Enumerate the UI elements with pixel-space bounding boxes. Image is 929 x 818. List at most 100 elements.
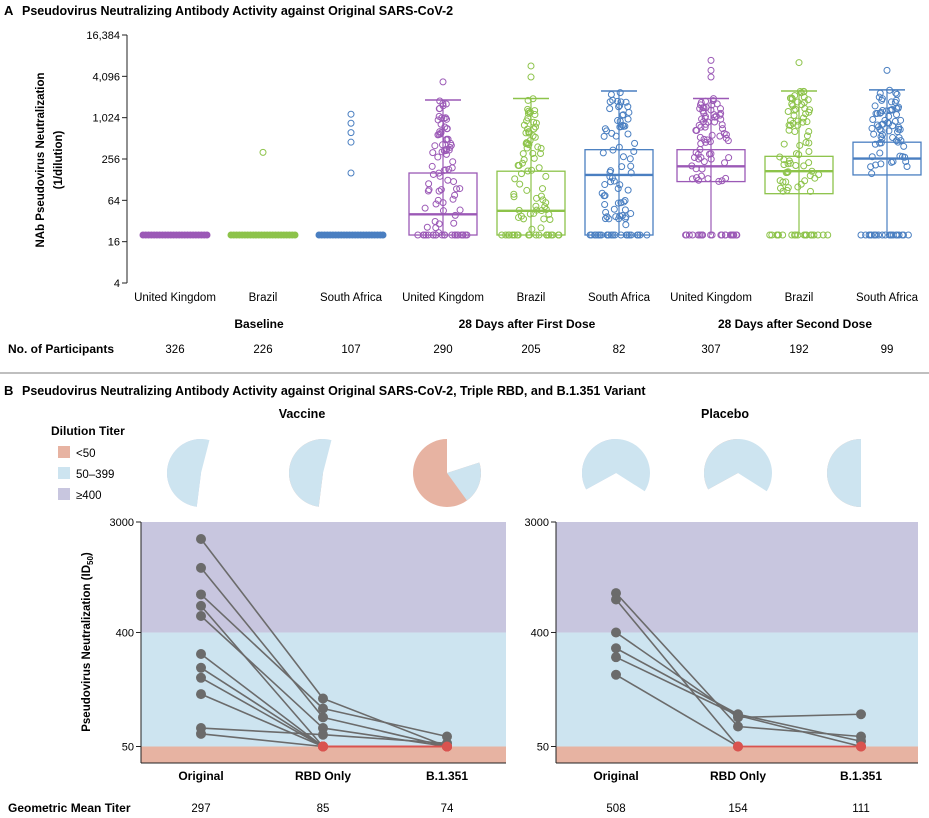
data-point: [696, 105, 704, 113]
series-point: [733, 741, 743, 752]
legend-swatch: [58, 488, 70, 500]
data-point: [456, 185, 464, 193]
data-point: [515, 213, 523, 221]
data-point: [704, 175, 712, 183]
data-point: [869, 115, 877, 123]
series-point: [196, 728, 206, 739]
y-tick-label: 16,384: [86, 30, 120, 42]
data-point: [800, 88, 808, 96]
data-point: [810, 231, 818, 239]
category-label: Brazil: [249, 292, 278, 304]
data-point: [895, 103, 903, 111]
data-point: [786, 159, 794, 167]
data-point: [695, 155, 703, 163]
data-point: [815, 171, 823, 179]
data-point: [803, 132, 811, 140]
data-point: [617, 199, 625, 207]
data-point: [523, 186, 531, 194]
series-line: [615, 598, 739, 748]
ylabel-end: ): [81, 552, 93, 556]
data-point: [530, 154, 538, 162]
category-label: B.1.351: [840, 769, 882, 783]
data-point: [444, 176, 452, 184]
series-line: [737, 713, 862, 743]
outlier-point: [527, 62, 535, 70]
data-point: [449, 158, 457, 166]
data-point: [805, 139, 813, 147]
data-point: [607, 231, 615, 239]
data-point: [524, 167, 532, 175]
panel-a-plot: 4 16 64 256 1,024 4,096 16,384 Baseline United K…: [86, 30, 922, 356]
series-line: [737, 713, 862, 719]
data-point: [539, 196, 547, 204]
data-point: [717, 115, 725, 123]
data-point: [892, 89, 900, 97]
series-point: [318, 729, 328, 740]
legend-item: <50: [58, 446, 96, 460]
data-point: [868, 170, 876, 178]
data-point: [542, 172, 550, 180]
legend-swatch: [58, 467, 70, 479]
data-point: [795, 151, 803, 159]
data-point: [780, 161, 788, 169]
category-label: South Africa: [588, 292, 651, 304]
data-point: [529, 149, 537, 157]
series-point: [611, 669, 621, 680]
data-point: [524, 96, 532, 104]
series-line: [200, 727, 324, 736]
data-point: [525, 129, 533, 137]
data-point: [423, 223, 431, 231]
series-line: [615, 674, 739, 748]
data-point: [524, 140, 532, 148]
data-point: [784, 108, 792, 116]
data-point: [600, 132, 608, 140]
data-point: [866, 231, 874, 239]
data-point: [605, 231, 613, 239]
participant-count: 82: [613, 344, 626, 356]
data-point: [872, 161, 880, 169]
gmt-value: 111: [852, 803, 869, 815]
data-point: [774, 231, 782, 239]
data-point: [529, 95, 537, 103]
data-point: [524, 109, 532, 117]
data-point: [616, 212, 624, 220]
data-point: [802, 138, 810, 146]
data-point: [606, 105, 614, 113]
outlier-point: [347, 110, 355, 118]
y-tick-label: 3000: [110, 517, 134, 529]
data-point: [805, 148, 813, 156]
data-point: [429, 231, 437, 239]
series-point: [196, 600, 206, 611]
series-line: [737, 714, 862, 748]
data-point: [886, 106, 894, 114]
panel-a-letter: A: [4, 3, 14, 18]
data-point: [592, 231, 600, 239]
data-point: [454, 231, 462, 239]
series-point: [856, 741, 866, 752]
box: [764, 155, 834, 195]
data-point: [801, 177, 809, 185]
data-point: [502, 231, 510, 239]
data-point: [625, 108, 633, 116]
data-point: [608, 129, 616, 137]
data-point: [789, 119, 797, 127]
data-point: [596, 231, 604, 239]
data-point: [523, 144, 531, 152]
data-point: [537, 144, 545, 152]
data-point: [871, 140, 879, 148]
titer-band: [141, 746, 506, 763]
data-point: [445, 165, 453, 173]
data-point: [438, 141, 446, 149]
data-point: [780, 140, 788, 148]
data-point: [429, 149, 437, 157]
data-point: [805, 128, 813, 136]
data-point: [599, 149, 607, 157]
data-point: [618, 163, 626, 171]
category-label: Brazil: [517, 292, 546, 304]
ylabel-sub: 50: [86, 556, 95, 565]
data-point: [448, 164, 456, 172]
data-point: [511, 231, 519, 239]
data-point: [875, 93, 883, 101]
series-line: [200, 733, 324, 748]
data-point: [442, 100, 450, 108]
